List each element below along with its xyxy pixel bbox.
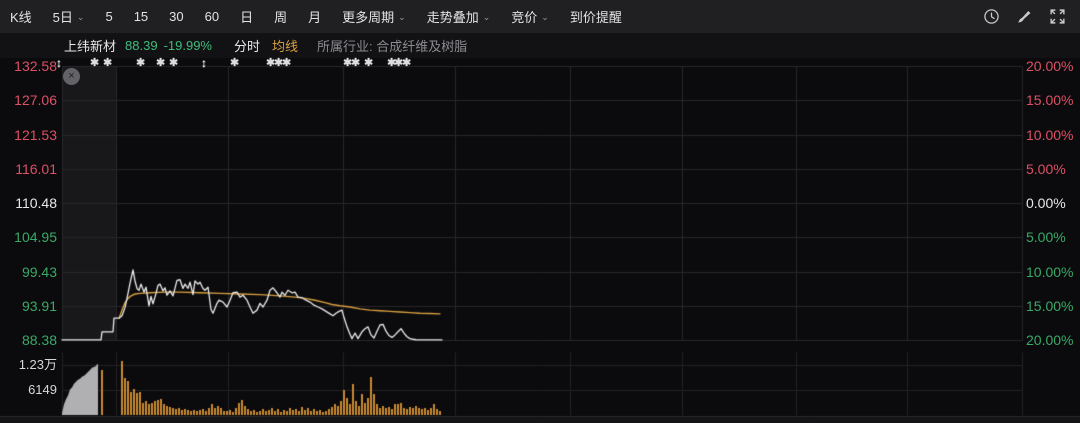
toolbar-item-4[interactable]: 30: [169, 9, 183, 24]
brush-icon[interactable]: [1015, 8, 1033, 26]
stock-change-percent: -19.99%: [163, 38, 212, 53]
stock-infobar: 上纬新材 88.39 -19.99% 分时 均线 所属行业: 合成纤维及树脂: [0, 33, 1080, 58]
chevron-down-icon: ⌄: [398, 12, 406, 22]
toolbar-item-1[interactable]: 5日 ⌄: [53, 7, 85, 26]
chart-area: 132.58 127.06 121.53 116.01 110.48 104.95 99.4…: [0, 56, 1080, 423]
event-marker-icon[interactable]: ✱: [387, 57, 397, 69]
event-marker-icon[interactable]: ✱: [90, 57, 100, 69]
toolbar-actions: [982, 8, 1066, 26]
ma-legend[interactable]: 均线: [272, 39, 299, 54]
toolbar-item-11[interactable]: 竞价 ⌄: [511, 7, 549, 26]
event-marker-icon[interactable]: ✱: [274, 57, 284, 69]
toolbar-item-label: 60: [204, 9, 220, 24]
toolbar-item-3[interactable]: 15: [134, 9, 148, 24]
close-overlay-button[interactable]: ×: [63, 68, 80, 85]
toolbar-item-7[interactable]: 周: [274, 7, 287, 26]
industry-label[interactable]: 所属行业: 合成纤维及树脂: [317, 39, 468, 54]
toolbar-item-6[interactable]: 日: [240, 7, 253, 26]
toolbar-item-label: 周: [274, 10, 288, 25]
chart-toolbar: K线 5日 ⌄ 5 15 30 60 日周月更多周期 ⌄ 走势叠加 ⌄ 竞价 ⌄ 到价提醒: [0, 0, 1080, 33]
toolbar-item-9[interactable]: 更多周期 ⌄: [342, 7, 406, 26]
toolbar-item-2[interactable]: 5: [105, 9, 112, 24]
intraday-chart-canvas[interactable]: [0, 58, 1080, 423]
price-alert-marker-icon[interactable]: ↕: [56, 56, 62, 70]
toolbar-item-label: 更多周期: [342, 10, 395, 25]
toolbar-item-label: 竞价: [511, 10, 538, 25]
event-marker-icon[interactable]: ✱: [343, 57, 353, 69]
stock-name: 上纬新材: [64, 39, 117, 54]
toolbar-item-label: 日: [240, 10, 254, 25]
chevron-down-icon: ⌄: [541, 12, 549, 22]
toolbar-item-label: 30: [169, 9, 184, 24]
toolbar-item-12[interactable]: 到价提醒: [570, 7, 622, 26]
event-marker-icon[interactable]: ✱: [230, 57, 240, 69]
toolbar-item-label: 走势叠加: [426, 10, 479, 25]
toolbar-item-8[interactable]: 月: [308, 7, 321, 26]
event-marker-icon[interactable]: ✱: [103, 57, 113, 69]
stock-price: 88.39: [125, 38, 158, 53]
event-marker-icon[interactable]: ✱: [282, 57, 292, 69]
alert-clock-icon[interactable]: [982, 8, 1000, 26]
event-marker-icon[interactable]: ✱: [136, 57, 146, 69]
event-marker-icon[interactable]: ✱: [364, 57, 374, 69]
price-alert-marker-icon[interactable]: ↕: [201, 56, 207, 70]
event-marker-icon[interactable]: ✱: [394, 57, 404, 69]
toolbar-item-label: 15: [133, 9, 149, 24]
toolbar-item-label: 到价提醒: [569, 10, 622, 25]
toolbar-item-10[interactable]: 走势叠加 ⌄: [427, 7, 491, 26]
chevron-down-icon: ⌄: [482, 12, 491, 22]
event-marker-icon[interactable]: ✱: [351, 57, 361, 69]
event-marker-icon[interactable]: ✱: [156, 57, 166, 69]
toolbar-item-label: 5日: [52, 10, 73, 25]
mode-tab-fenshi[interactable]: 分时: [233, 39, 260, 54]
period-tabs: K线 5日 ⌄ 5 15 30 60 日周月更多周期 ⌄ 走势叠加 ⌄ 竞价 ⌄ 到价提醒: [10, 7, 622, 26]
toolbar-item-5[interactable]: 60: [205, 9, 219, 24]
toolbar-item-label: 月: [308, 10, 322, 25]
fullscreen-icon[interactable]: [1048, 8, 1066, 26]
toolbar-item-label: K线: [10, 10, 32, 25]
chevron-down-icon: ⌄: [76, 12, 85, 22]
toolbar-item-label: 5: [105, 9, 113, 24]
event-marker-icon[interactable]: ✱: [169, 57, 179, 69]
event-marker-icon[interactable]: ✱: [402, 57, 412, 69]
event-marker-icon[interactable]: ✱: [266, 57, 276, 69]
toolbar-item-0[interactable]: K线: [10, 7, 32, 26]
